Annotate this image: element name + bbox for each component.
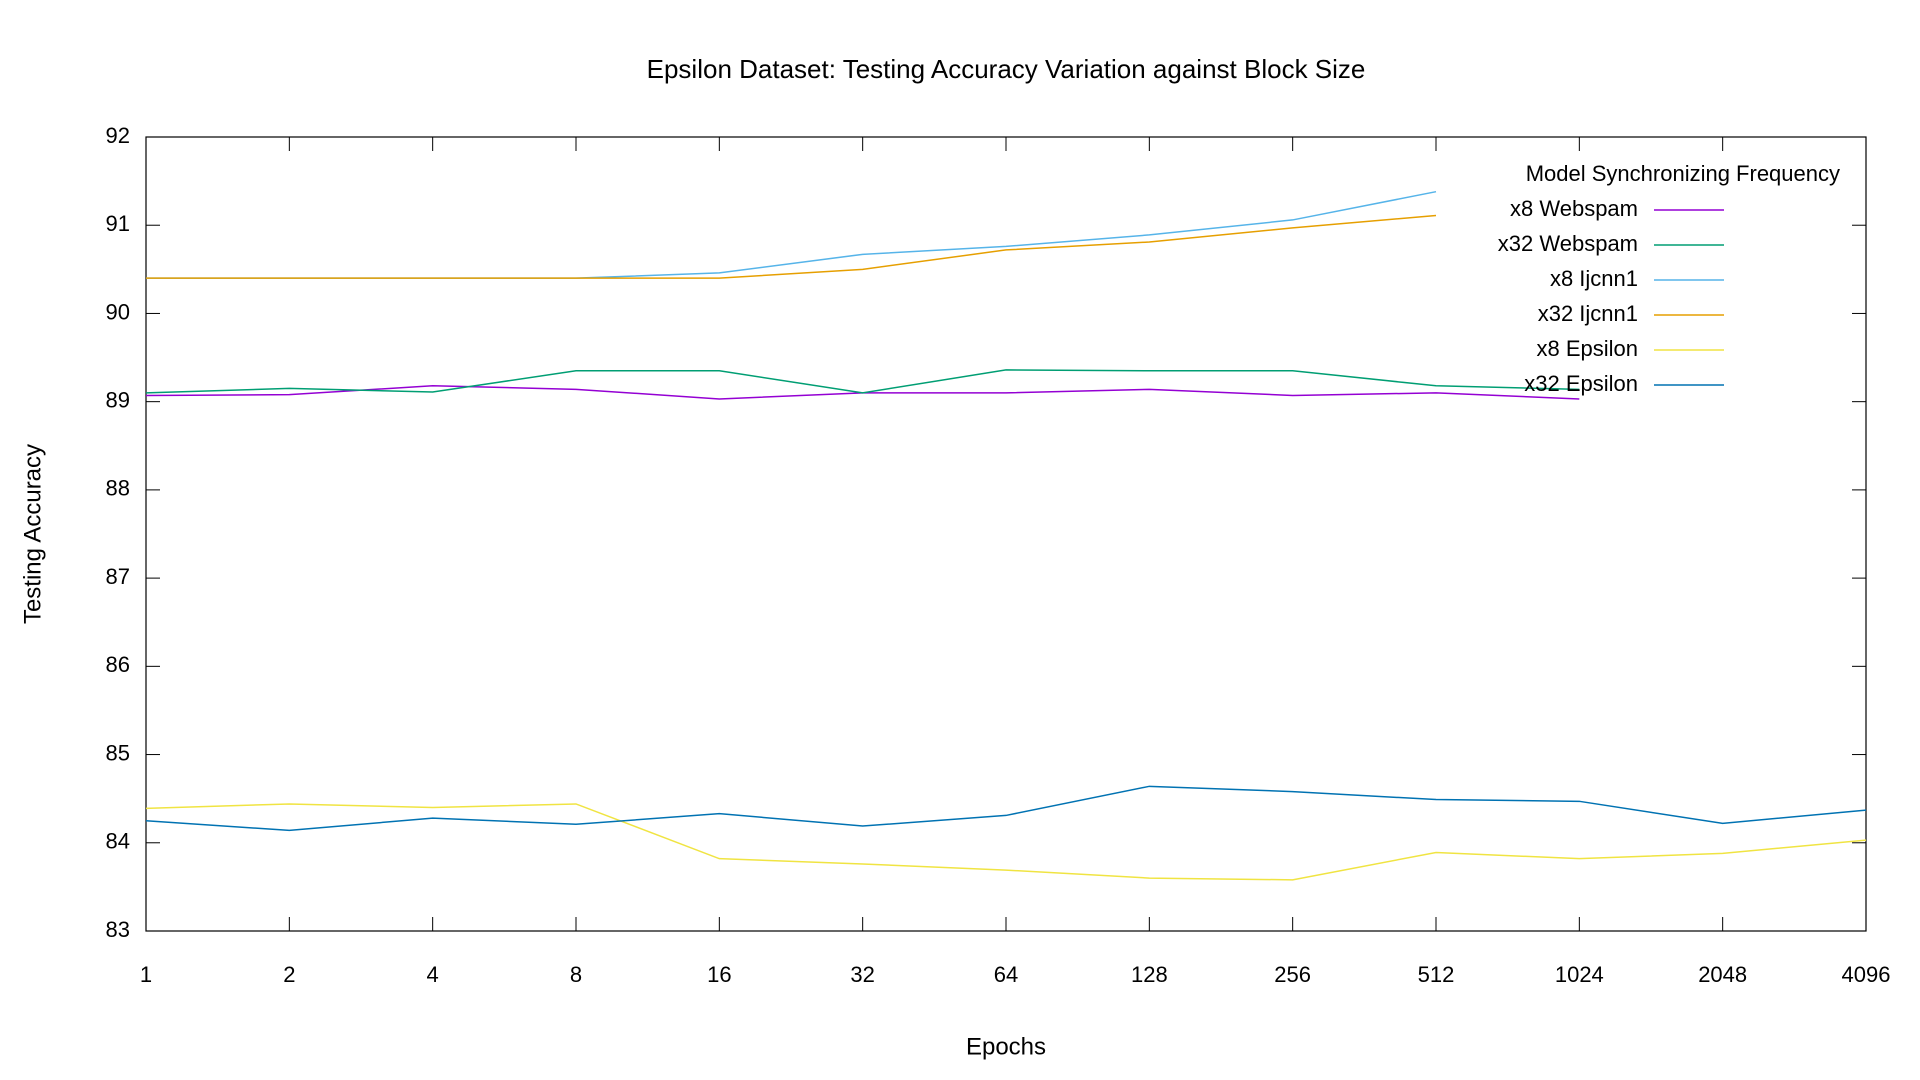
x-axis-label: Epochs [966, 1033, 1046, 1060]
line-series [145, 369, 1580, 394]
line-series [146, 190, 1437, 279]
x-tick-label: 2048 [1698, 962, 1747, 987]
line-series [145, 803, 1867, 881]
x-tick-label: 4096 [1842, 962, 1891, 987]
x-tick-label: 512 [1418, 962, 1455, 987]
line-series [146, 214, 1437, 279]
legend-label: x32 Epsilon [1524, 371, 1638, 396]
legend-label: x32 Webspam [1498, 231, 1638, 256]
line-series [145, 785, 1867, 832]
y-tick-label: 83 [106, 917, 130, 942]
legend-label: x8 Ijcnn1 [1550, 266, 1638, 291]
y-tick-label: 87 [106, 564, 130, 589]
x-tick-label: 64 [994, 962, 1018, 987]
legend-title: Model Synchronizing Frequency [1526, 161, 1840, 186]
y-tick-label: 88 [106, 476, 130, 501]
x-tick-label: 128 [1131, 962, 1168, 987]
chart-title: Epsilon Dataset: Testing Accuracy Variat… [647, 54, 1366, 84]
x-tick-label: 1024 [1555, 962, 1604, 987]
y-tick-label: 84 [106, 829, 130, 854]
x-tick-label: 1 [140, 962, 152, 987]
y-tick-label: 86 [106, 652, 130, 677]
x-tick-label: 16 [707, 962, 731, 987]
x-tick-label: 4 [427, 962, 439, 987]
x-tick-label: 2 [283, 962, 295, 987]
y-tick-label: 91 [106, 211, 130, 236]
y-tick-label: 85 [106, 740, 130, 765]
x-tick-label: 8 [570, 962, 582, 987]
y-tick-label: 90 [106, 299, 130, 324]
y-tick-label: 89 [106, 387, 130, 412]
plot-border [145, 136, 1867, 932]
y-axis-label: Testing Accuracy [19, 444, 46, 624]
legend-label: x8 Webspam [1510, 196, 1638, 221]
legend-label: x32 Ijcnn1 [1538, 301, 1638, 326]
legend-label: x8 Epsilon [1536, 336, 1638, 361]
x-tick-label: 256 [1274, 962, 1311, 987]
x-tick-label: 32 [850, 962, 874, 987]
y-tick-label: 92 [106, 123, 130, 148]
